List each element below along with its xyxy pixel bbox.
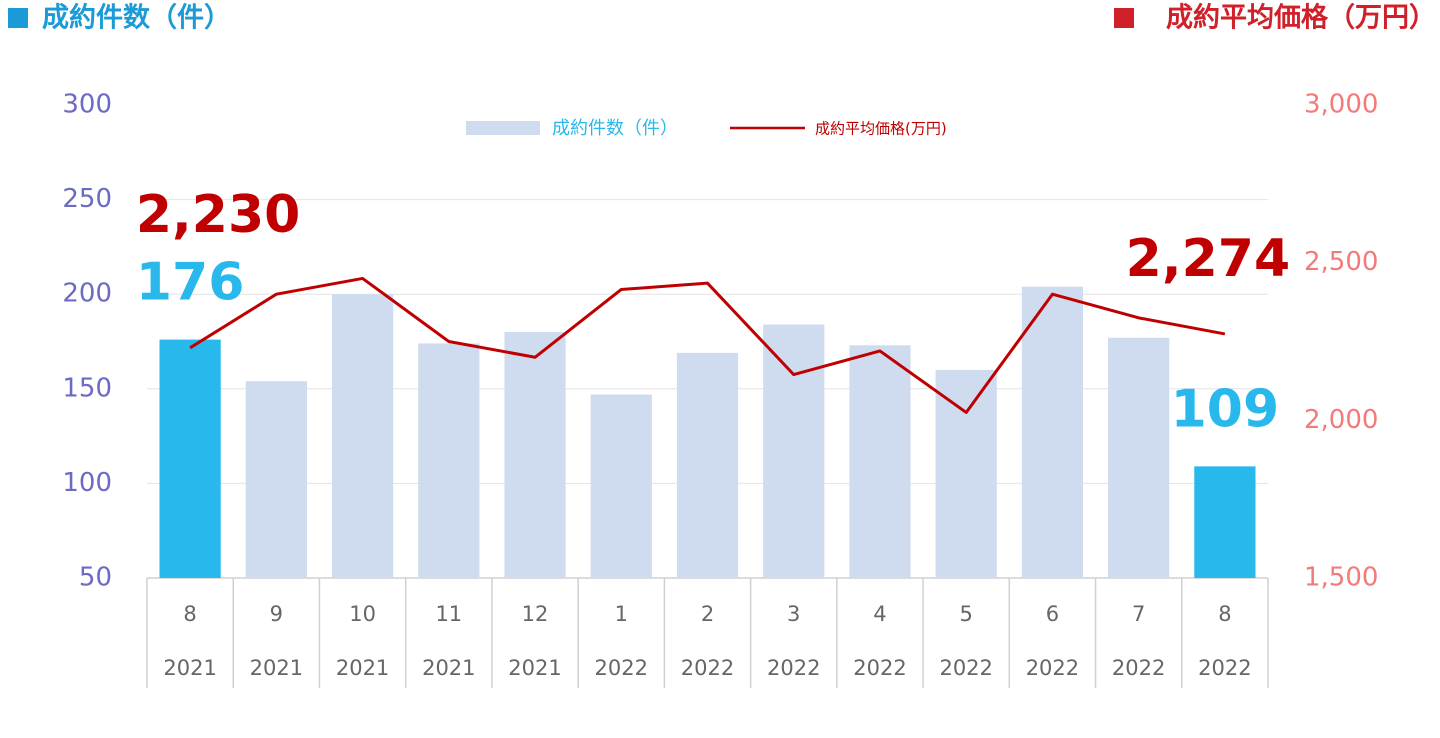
right-title-marker [1114,8,1134,28]
x-tick-label: 11 [435,602,462,626]
bar [1021,286,1084,578]
x-tick-label: 8 [1218,602,1231,626]
legend-swatch [466,121,540,135]
y-tick-label: 50 [79,563,112,593]
line-value-label: 2,230 [136,185,300,245]
x-tick-year: 2021 [336,656,389,680]
x-tick-label: 7 [1132,602,1145,626]
bar [1108,337,1170,578]
x-tick-label: 10 [349,602,376,626]
bar [935,369,997,578]
y-tick-label: 150 [62,373,112,403]
x-tick-label: 1 [615,602,628,626]
line-value-label: 2,274 [1126,229,1290,289]
y2-tick-label: 2,500 [1304,247,1378,277]
x-tick-year: 2022 [1026,656,1079,680]
bar [331,294,394,578]
bar-value-label: 109 [1171,379,1280,439]
y-tick-label: 100 [62,468,112,498]
bar [1194,466,1256,578]
left-axis-title: 成約件数（件） [42,2,231,34]
x-tick-year: 2022 [595,656,648,680]
left-title-marker [8,8,28,28]
y2-tick-label: 3,000 [1304,90,1378,120]
x-tick-year: 2022 [1112,656,1165,680]
bar [590,394,652,578]
line [189,276,1226,414]
x-tick-year: 2021 [250,656,303,680]
bar [504,332,566,578]
x-tick-year: 2022 [939,656,992,680]
x-tick-label: 12 [522,602,549,626]
legend-label: 成約平均価格(万円) [815,120,947,138]
x-tick-label: 2 [701,602,714,626]
y2-tick-label: 1,500 [1304,563,1378,593]
x-tick-year: 2022 [1198,656,1251,680]
legend-label: 成約件数（件） [552,118,678,139]
y-tick-label: 300 [62,90,112,120]
bar [159,339,221,578]
y-tick-label: 250 [62,184,112,214]
x-tick-year: 2022 [767,656,820,680]
bar [245,381,307,578]
x-tick-label: 6 [1046,602,1059,626]
x-tick-label: 4 [873,602,886,626]
y-tick-label: 200 [62,279,112,309]
x-tick-label: 8 [183,602,196,626]
x-tick-year: 2022 [853,656,906,680]
bar [763,324,825,578]
x-tick-label: 5 [960,602,973,626]
x-tick-year: 2021 [508,656,561,680]
x-tick-label: 3 [787,602,800,626]
right-axis-title: 成約平均価格（万円） [1166,2,1436,34]
bar-value-label: 176 [136,253,245,313]
bar [849,345,911,578]
y2-tick-label: 2,000 [1304,405,1378,435]
x-tick-year: 2021 [422,656,475,680]
bar [418,343,480,578]
bar [676,352,739,578]
x-tick-label: 9 [270,602,283,626]
x-tick-year: 2022 [681,656,734,680]
x-tick-year: 2021 [163,656,216,680]
